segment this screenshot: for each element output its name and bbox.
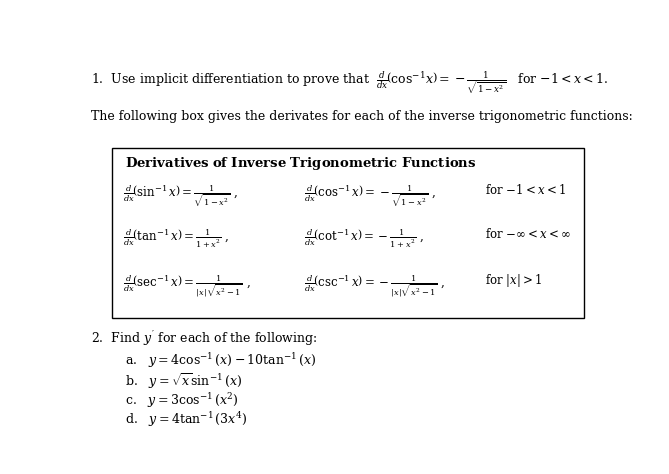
Text: $\frac{d}{dx}\!\left(\tan^{-1}x\right)=\frac{1}{1+x^{2}}\ ,$: $\frac{d}{dx}\!\left(\tan^{-1}x\right)=\… bbox=[122, 227, 229, 250]
Text: The following box gives the derivates for each of the inverse trigonometric func: The following box gives the derivates fo… bbox=[92, 110, 633, 123]
Text: $\frac{d}{dx}\!\left(\sec^{-1}x\right)=\frac{1}{|x|\sqrt{x^{2}-1}}\ ,$: $\frac{d}{dx}\!\left(\sec^{-1}x\right)=\… bbox=[122, 272, 250, 299]
Text: for $|x|>1$: for $|x|>1$ bbox=[486, 272, 543, 289]
Text: $\mathbf{Derivatives\ of\ Inverse\ Trigonometric\ Functions}$: $\mathbf{Derivatives\ of\ Inverse\ Trigo… bbox=[125, 155, 476, 172]
Text: a.   $y=4\cos^{-1}(x)-10\tan^{-1}(x)$: a. $y=4\cos^{-1}(x)-10\tan^{-1}(x)$ bbox=[125, 351, 316, 370]
Text: $\frac{d}{dx}\!\left(\csc^{-1}x\right)=-\frac{1}{|x|\sqrt{x^{2}-1}}\ ,$: $\frac{d}{dx}\!\left(\csc^{-1}x\right)=-… bbox=[304, 272, 446, 299]
Text: b.   $y=\sqrt{x}\sin^{-1}(x)$: b. $y=\sqrt{x}\sin^{-1}(x)$ bbox=[125, 372, 242, 391]
Text: $\frac{d}{dx}\!\left(\cot^{-1}x\right)=-\frac{1}{1+x^{2}}\ ,$: $\frac{d}{dx}\!\left(\cot^{-1}x\right)=-… bbox=[304, 227, 424, 250]
Text: $\frac{d}{dx}\!\left(\cos^{-1}x\right)=-\frac{1}{\sqrt{1-x^{2}}}\ ,$: $\frac{d}{dx}\!\left(\cos^{-1}x\right)=-… bbox=[304, 183, 436, 210]
Text: 2.  Find $y'$ for each of the following:: 2. Find $y'$ for each of the following: bbox=[92, 329, 318, 348]
Text: 1.  Use implicit differentiation to prove that  $\frac{d}{dx}\!\left(\mathrm{cos: 1. Use implicit differentiation to prove… bbox=[92, 70, 609, 97]
Text: $\frac{d}{dx}\!\left(\sin^{-1}x\right)=\frac{1}{\sqrt{1-x^{2}}}\ ,$: $\frac{d}{dx}\!\left(\sin^{-1}x\right)=\… bbox=[122, 183, 237, 210]
Text: for $-\infty<x<\infty$: for $-\infty<x<\infty$ bbox=[486, 227, 571, 241]
Text: d.   $y=4\tan^{-1}(3x^{4})$: d. $y=4\tan^{-1}(3x^{4})$ bbox=[125, 410, 248, 429]
FancyBboxPatch shape bbox=[112, 148, 584, 318]
Text: for $-1<x<1$: for $-1<x<1$ bbox=[486, 183, 567, 197]
Text: c.   $y=3\cos^{-1}(x^{2})$: c. $y=3\cos^{-1}(x^{2})$ bbox=[125, 391, 239, 410]
